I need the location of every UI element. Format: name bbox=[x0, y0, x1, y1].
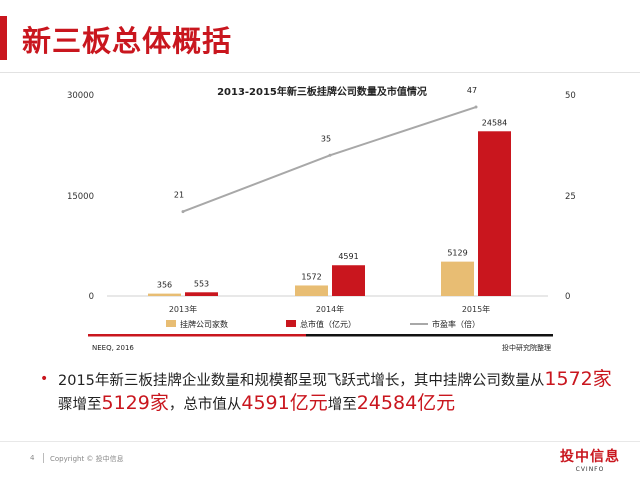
legend-swatch-market-value bbox=[286, 320, 296, 327]
source-note: NEEQ, 2016 bbox=[92, 344, 134, 352]
data-label-pe: 21 bbox=[174, 191, 184, 200]
bar-companies bbox=[441, 261, 474, 296]
data-label-pe: 47 bbox=[467, 86, 477, 95]
summary-paragraph: • 2015年新三板挂牌企业数量和规模都呈现飞跃式增长，其中挂牌公司数量从157… bbox=[40, 368, 618, 416]
source-divider-black bbox=[306, 334, 553, 337]
highlight-companies-2014: 1572家 bbox=[544, 368, 612, 390]
legend-label-pe: 市盈率（倍） bbox=[432, 319, 480, 329]
y-left-ticks: 30000 15000 0 bbox=[67, 91, 94, 302]
bar-market-value bbox=[332, 265, 365, 296]
summary-text: 骤增至 bbox=[58, 397, 102, 413]
data-label-market-value: 24584 bbox=[482, 118, 507, 127]
title-divider bbox=[0, 72, 640, 73]
y-right-tick: 50 bbox=[565, 91, 576, 101]
data-label-companies: 1572 bbox=[301, 272, 321, 281]
bar-market-value bbox=[185, 292, 218, 296]
y-right-tick: 25 bbox=[565, 192, 576, 202]
highlight-value-2014: 4591亿元 bbox=[241, 392, 328, 414]
page-title: 新三板总体概括 bbox=[22, 24, 233, 58]
legend-label-companies: 挂牌公司家数 bbox=[180, 319, 228, 329]
line-point-pe bbox=[181, 210, 185, 214]
summary-text: 2015年新三板挂牌企业数量和规模都呈现飞跃式增长，其中挂牌公司数量从 bbox=[58, 373, 545, 389]
chart: 2013-2015年新三板挂牌公司数量及市值情况 30000 15000 0 5… bbox=[67, 85, 576, 352]
title-accent-bar bbox=[0, 16, 7, 60]
y-left-tick: 30000 bbox=[67, 91, 94, 101]
summary-text: ，总市值从 bbox=[168, 397, 242, 413]
copyright: Copyright © 投中信息 bbox=[50, 455, 124, 463]
chart-title: 2013-2015年新三板挂牌公司数量及市值情况 bbox=[217, 85, 427, 98]
logo-sub-text: CVINFO bbox=[575, 466, 605, 473]
data-label-market-value: 553 bbox=[194, 279, 209, 288]
legend: 挂牌公司家数 总市值（亿元） 市盈率（倍） bbox=[166, 319, 480, 329]
footer-separator bbox=[43, 453, 44, 463]
y-right-tick: 0 bbox=[565, 292, 570, 302]
summary-text: 增至 bbox=[327, 397, 357, 413]
chart-marks: 356 1572 5129 553 4591 24584 21 35 47 bbox=[148, 86, 511, 296]
line-point-pe bbox=[474, 105, 478, 109]
legend-swatch-companies bbox=[166, 320, 176, 327]
line-pe-ratio bbox=[182, 106, 477, 213]
compiled-by-note: 投中研究院整理 bbox=[502, 343, 551, 352]
data-label-companies: 356 bbox=[157, 281, 172, 290]
highlight-companies-2015: 5129家 bbox=[101, 392, 169, 414]
y-left-tick: 15000 bbox=[67, 192, 94, 202]
bar-companies bbox=[295, 285, 328, 296]
x-tick-label: 2013年 bbox=[169, 304, 197, 314]
line-point-pe bbox=[328, 153, 332, 157]
y-right-ticks: 50 25 0 bbox=[565, 91, 576, 302]
bar-market-value bbox=[478, 131, 511, 296]
data-label-companies: 5129 bbox=[447, 249, 467, 258]
x-tick-labels: 2013年 2014年 2015年 bbox=[169, 304, 490, 314]
x-tick-label: 2014年 bbox=[316, 304, 344, 314]
bar-companies bbox=[148, 293, 181, 296]
page-number: 4 bbox=[30, 454, 35, 462]
bullet-icon: • bbox=[40, 371, 49, 387]
highlight-value-2015: 24584亿元 bbox=[356, 392, 456, 414]
data-label-pe: 35 bbox=[321, 134, 331, 143]
source-divider-red bbox=[88, 334, 306, 337]
data-label-market-value: 4591 bbox=[338, 252, 358, 261]
brand-logo: 投中信息 CVINFO bbox=[560, 449, 620, 479]
x-tick-label: 2015年 bbox=[462, 304, 490, 314]
legend-label-market-value: 总市值（亿元） bbox=[300, 319, 356, 329]
footer-divider bbox=[0, 441, 640, 442]
y-left-tick: 0 bbox=[89, 292, 94, 302]
logo-main-text: 投中信息 bbox=[560, 449, 620, 465]
